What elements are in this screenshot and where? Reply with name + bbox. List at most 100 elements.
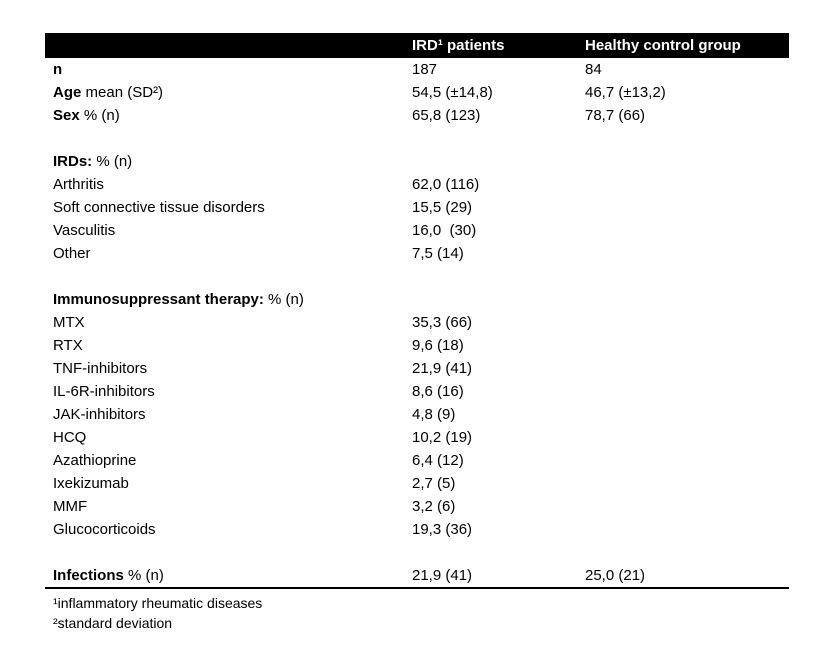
row-label: Other [53, 245, 91, 262]
table-row: Vasculitis 16,0 (30) [45, 219, 789, 242]
row-label-cell: Age mean (SD²) [45, 81, 412, 104]
row-value-ird: 21,9 (41) [412, 360, 473, 377]
header-empty-cell [45, 33, 412, 58]
table-row: HCQ 10,2 (19) [45, 426, 789, 449]
table-body: n 187 84 Age mean (SD²) 54,5 (±14,8) 46,… [45, 58, 789, 587]
row-value-ird: 9,6 (18) [412, 337, 464, 354]
row-value-ird: 21,9 (41) [412, 567, 473, 584]
row-label-cell: JAK-inhibitors [45, 403, 412, 426]
table-row: Soft connective tissue disorders 15,5 (2… [45, 196, 789, 219]
table-row: IL-6R-inhibitors 8,6 (16) [45, 380, 789, 403]
row-label: Arthritis [53, 176, 104, 193]
row-label-cell: Arthritis [45, 173, 412, 196]
table-row: Ixekizumab 2,7 (5) [45, 472, 789, 495]
row-label-cell: MTX [45, 311, 412, 334]
row-label-cell: RTX [45, 334, 412, 357]
row-value-control [585, 219, 789, 242]
row-value-control [585, 472, 789, 495]
row-value-control [585, 403, 789, 426]
table-row: Arthritis 62,0 (116) [45, 173, 789, 196]
row-label: % (n) [92, 153, 133, 170]
row-value-ird [412, 288, 585, 311]
row-label-cell: IL-6R-inhibitors [45, 380, 412, 403]
table-row: RTX 9,6 (18) [45, 334, 789, 357]
table-bottom-border [45, 587, 789, 589]
table-row: JAK-inhibitors 4,8 (9) [45, 403, 789, 426]
row-label-cell: Vasculitis [45, 219, 412, 242]
row-value-control [585, 196, 789, 219]
table-row: Infections % (n) 21,9 (41) 25,0 (21) [45, 564, 789, 587]
row-value-control [585, 495, 789, 518]
row-label: mean (SD²) [81, 84, 164, 101]
row-value-ird [412, 150, 585, 173]
table-row: TNF-inhibitors 21,9 (41) [45, 357, 789, 380]
row-label: % (n) [123, 567, 164, 584]
footnote-2: ²standard deviation [53, 615, 173, 631]
spacer-row [45, 541, 789, 564]
row-label: Glucocorticoids [53, 521, 156, 538]
row-value-control: 78,7 (66) [585, 107, 646, 124]
row-value-ird: 187 [412, 61, 438, 78]
row-label-cell: Azathioprine [45, 449, 412, 472]
header-ird-patients: IRD¹ patients [412, 37, 505, 54]
row-label-cell: Ixekizumab [45, 472, 412, 495]
row-value-control [585, 449, 789, 472]
row-label-bold: n [53, 61, 63, 78]
row-value-ird: 7,5 (14) [412, 245, 464, 262]
table-row: Age mean (SD²) 54,5 (±14,8) 46,7 (±13,2) [45, 81, 789, 104]
row-label: Soft connective tissue disorders [53, 199, 265, 216]
row-value-control [585, 334, 789, 357]
row-value-control: 84 [585, 61, 602, 78]
row-value-control [585, 357, 789, 380]
row-value-ird: 4,8 (9) [412, 406, 456, 423]
row-label-cell: MMF [45, 495, 412, 518]
row-value-control [585, 242, 789, 265]
row-label: JAK-inhibitors [53, 406, 146, 423]
header-healthy-control-group: Healthy control group [585, 37, 741, 54]
row-label-bold: Sex [53, 107, 80, 124]
row-label-cell: IRDs: % (n) [45, 150, 412, 173]
spacer-row [45, 265, 789, 288]
row-value-ird: 8,6 (16) [412, 383, 464, 400]
row-value-control [585, 380, 789, 403]
row-label: Azathioprine [53, 452, 137, 469]
row-label: MMF [53, 498, 88, 515]
row-value-control [585, 173, 789, 196]
table-row: Other 7,5 (14) [45, 242, 789, 265]
row-value-ird: 15,5 (29) [412, 199, 473, 216]
table-row: Glucocorticoids 19,3 (36) [45, 518, 789, 541]
spacer-row [45, 127, 789, 150]
row-label: % (n) [79, 107, 120, 124]
row-label: HCQ [53, 429, 87, 446]
row-label-cell: Glucocorticoids [45, 518, 412, 541]
row-value-ird: 62,0 (116) [412, 176, 480, 193]
baseline-characteristics-table: IRD¹ patients Healthy control group n 18… [45, 33, 789, 633]
row-label: MTX [53, 314, 85, 331]
row-label-cell: TNF-inhibitors [45, 357, 412, 380]
table-row: MMF 3,2 (6) [45, 495, 789, 518]
row-value-control: 46,7 (±13,2) [585, 84, 666, 101]
table-row: Immunosuppressant therapy: % (n) [45, 288, 789, 311]
row-value-control: 25,0 (21) [585, 567, 646, 584]
row-value-control [585, 518, 789, 541]
row-value-ird: 19,3 (36) [412, 521, 473, 538]
row-label: % (n) [263, 291, 304, 308]
row-value-ird: 3,2 (6) [412, 498, 456, 515]
row-label-cell: Infections % (n) [45, 564, 412, 587]
row-label: Ixekizumab [53, 475, 129, 492]
row-value-ird: 65,8 (123) [412, 107, 481, 124]
row-label-cell: Other [45, 242, 412, 265]
row-label: RTX [53, 337, 83, 354]
row-value-ird: 16,0 (30) [412, 222, 477, 239]
row-label: TNF-inhibitors [53, 360, 148, 377]
row-label-cell: HCQ [45, 426, 412, 449]
footnotes: ¹inflammatory rheumatic diseases ²standa… [45, 589, 789, 633]
row-value-ird: 54,5 (±14,8) [412, 84, 493, 101]
row-label-bold: IRDs: [53, 153, 93, 170]
row-value-control [585, 288, 789, 311]
row-label: IL-6R-inhibitors [53, 383, 155, 400]
row-value-ird: 10,2 (19) [412, 429, 473, 446]
row-value-control [585, 150, 789, 173]
row-value-control [585, 426, 789, 449]
